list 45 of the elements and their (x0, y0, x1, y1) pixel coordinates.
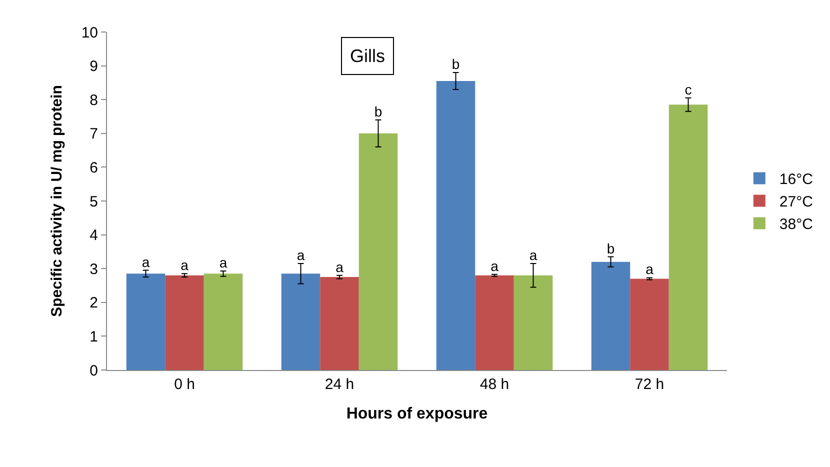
y-tick-label: 3 (90, 260, 98, 278)
data-label: a (180, 257, 189, 274)
y-tick-label: 8 (90, 92, 98, 109)
y-tick-label: 6 (90, 159, 98, 176)
y-axis-title: Specific activity in U/ mg protein (48, 85, 66, 317)
y-tick-label: 2 (90, 294, 98, 312)
bar (126, 274, 166, 370)
data-label: a (490, 258, 499, 274)
data-label: a (529, 247, 538, 264)
bar (281, 274, 320, 370)
bar (514, 275, 553, 370)
bar (630, 278, 669, 370)
y-tick-label: 5 (90, 193, 98, 210)
y-tick-label: 7 (90, 126, 98, 143)
x-tick-label: 0 h (174, 376, 195, 393)
bar (204, 274, 243, 370)
bar (165, 275, 204, 370)
y-tick-label: 10 (81, 24, 98, 42)
bar (668, 104, 708, 370)
data-label: b (374, 103, 382, 120)
x-tick-label: 48 h (480, 376, 510, 393)
data-label: a (142, 254, 150, 270)
x-tick-label: 24 h (324, 376, 354, 393)
bar (436, 81, 476, 370)
bar (320, 277, 359, 370)
data-label: a (296, 247, 305, 264)
data-label: a (336, 258, 344, 275)
legend-label: 16°C (779, 171, 814, 188)
x-axis-title: Hours of exposure (346, 406, 488, 423)
data-label: a (646, 261, 654, 278)
y-tick-label: 9 (90, 58, 98, 76)
bar (358, 133, 398, 370)
legend-label: 27°C (779, 194, 814, 211)
data-label: c (684, 81, 692, 98)
y-tick-label: 0 (90, 362, 98, 380)
bar (591, 262, 630, 370)
data-label: b (606, 240, 615, 256)
data-label: b (452, 56, 460, 72)
data-label: a (219, 254, 228, 270)
legend-label: 38°C (779, 216, 814, 234)
bar (475, 275, 514, 370)
text: Gills (350, 46, 385, 66)
x-tick-label: 72 h (634, 376, 664, 393)
y-tick-label: 1 (90, 328, 98, 346)
y-tick-label: 4 (90, 227, 98, 244)
